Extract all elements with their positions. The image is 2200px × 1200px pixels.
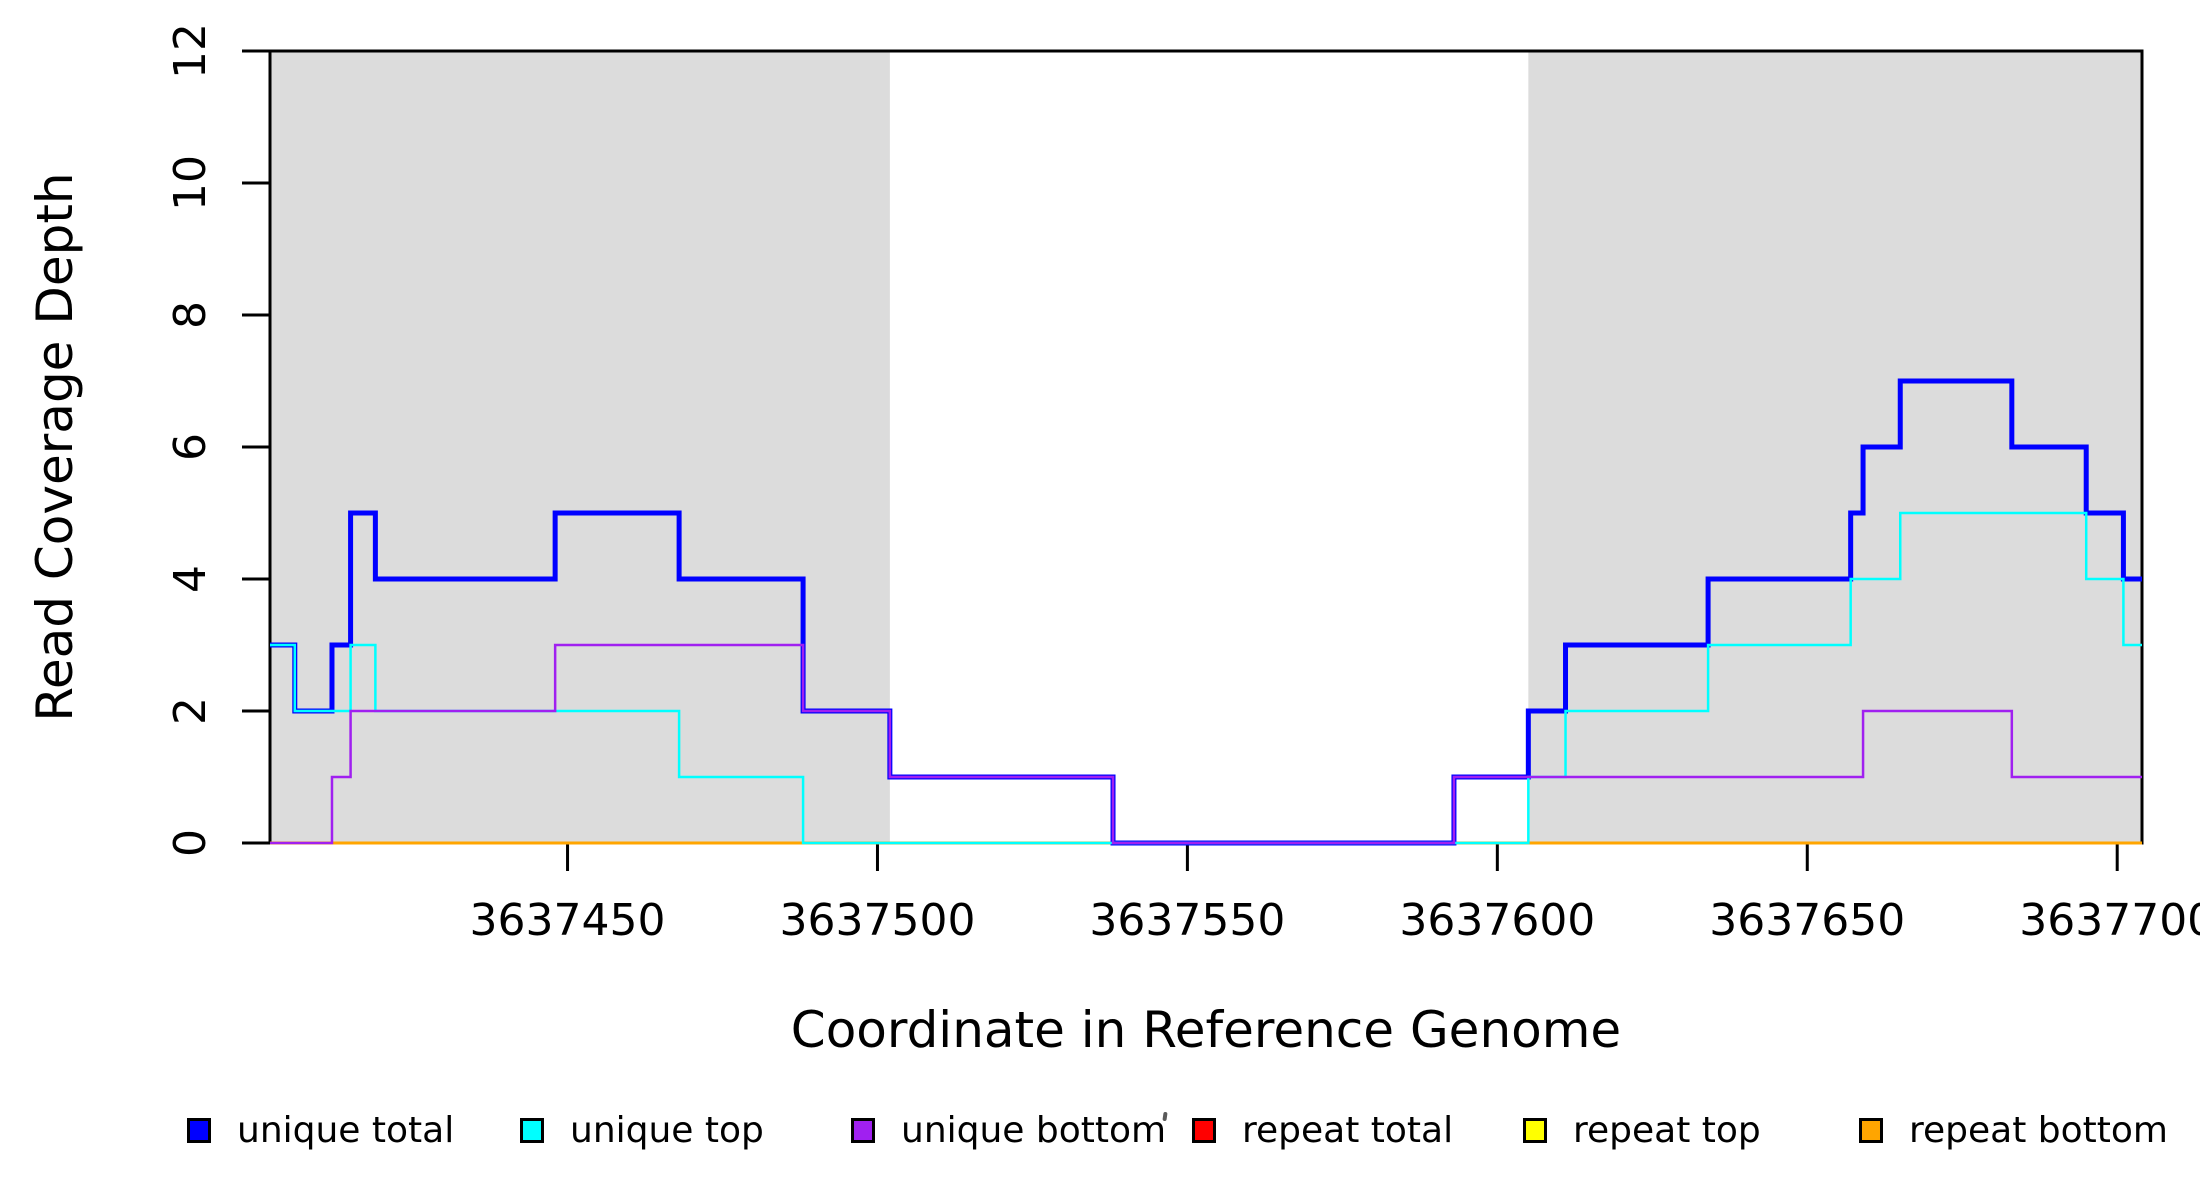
x-tick-label: 3637500 <box>779 895 975 946</box>
y-tick-label: 0 <box>165 829 216 857</box>
x-axis-title: Coordinate in Reference Genome <box>791 1001 1621 1059</box>
y-tick-label: 2 <box>165 697 216 725</box>
y-tick-label: 8 <box>165 301 216 329</box>
x-tick-label: 3637550 <box>1089 895 1285 946</box>
axis-ticks: 3637450 3637500 3637550 3637600 3637650 36377… <box>165 23 2200 946</box>
y-tick-label: 6 <box>165 433 216 461</box>
series-lines <box>270 378 2142 846</box>
y-tick-label: 4 <box>165 565 216 593</box>
y-tick-label: 12 <box>165 23 216 79</box>
y-axis-title: Read Coverage Depth <box>26 172 84 721</box>
x-tick-label: 3637650 <box>1709 895 1905 946</box>
series-unique-bottom <box>270 643 2142 845</box>
y-tick-label: 10 <box>165 155 216 211</box>
x-tick-label: 3637450 <box>470 895 666 946</box>
x-tick-label: 3637600 <box>1399 895 1595 946</box>
shaded-region-0 <box>270 51 890 843</box>
x-tick-label: 3637700 <box>2019 895 2200 946</box>
